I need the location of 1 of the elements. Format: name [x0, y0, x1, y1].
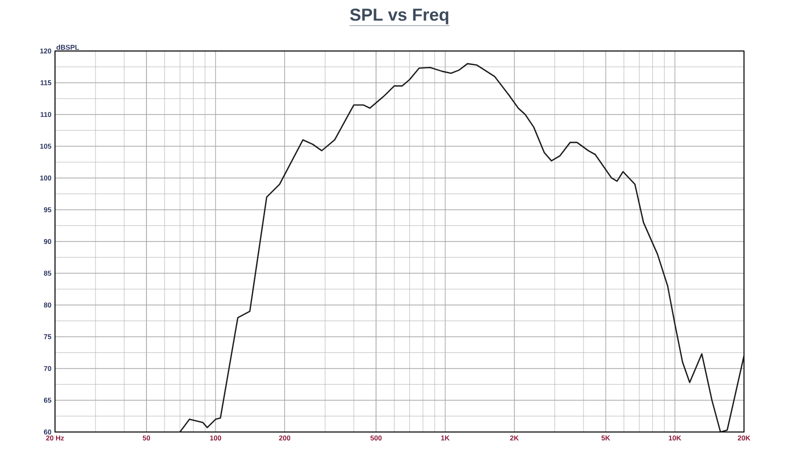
chart-title: SPL vs Freq — [350, 8, 448, 24]
